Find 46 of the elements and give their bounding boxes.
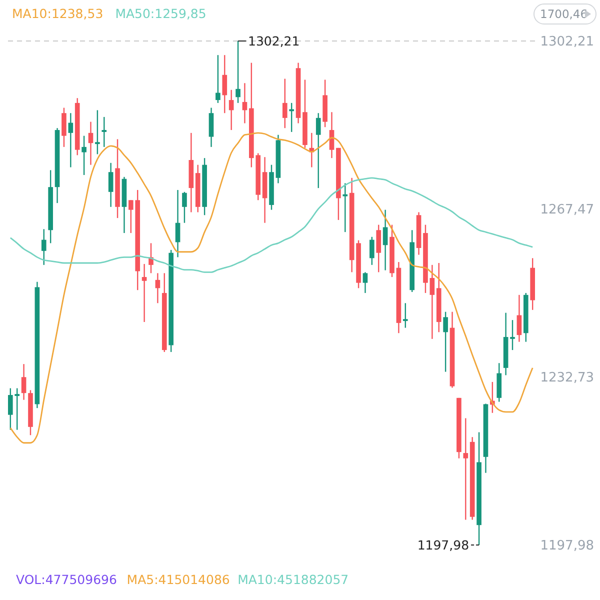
- candlestick: [108, 162, 114, 208]
- text: 1700,46: [540, 7, 588, 22]
- text: MA10:1238,53: [12, 6, 104, 21]
- candlestick: [242, 82, 248, 124]
- candlestick: [216, 54, 220, 104]
- y-tick-label: 1267,47: [540, 202, 594, 218]
- candlestick: [443, 311, 448, 372]
- candlestick: [182, 191, 187, 224]
- candlestick: [21, 363, 26, 400]
- candlestick: [510, 319, 515, 351]
- y-tick-label: 1232,73: [540, 370, 594, 386]
- y-tick-label: 1197,98: [540, 538, 594, 554]
- candlestick: [289, 102, 294, 133]
- candlestick: [516, 294, 522, 342]
- candlestick: [142, 263, 147, 323]
- y-tick-label: 1302,21: [540, 34, 594, 50]
- candlestick: [95, 110, 100, 155]
- candlestick: [362, 272, 368, 294]
- text: MA10:451882057: [238, 572, 349, 587]
- annotation: 1197,98: [417, 537, 470, 552]
- candlestick: [376, 224, 382, 273]
- candlestick: [316, 112, 321, 189]
- candlestick: [228, 89, 234, 131]
- candlestick: [236, 40, 240, 104]
- text: MA50:1259,85: [115, 6, 206, 21]
- candlestick: [222, 54, 228, 114]
- candlestick: [208, 107, 214, 148]
- candlestick: [82, 135, 86, 176]
- candlestick: [463, 418, 468, 520]
- candlestick: [88, 121, 94, 166]
- candlestick: [102, 116, 107, 148]
- candlestick: [41, 228, 46, 266]
- candlestick: [282, 78, 288, 129]
- candlestick: [175, 189, 180, 258]
- text: VOL:477509696: [16, 572, 117, 587]
- annotation: 1302,21: [248, 33, 300, 48]
- candlestick: [430, 264, 435, 340]
- candlestick: [62, 107, 66, 148]
- line-series: [10, 177, 534, 273]
- candlestick: [68, 112, 74, 168]
- candlestick: [342, 182, 348, 233]
- candlestick: [382, 209, 388, 271]
- candlestick: [155, 272, 160, 304]
- candlestick: [370, 236, 374, 266]
- text: MA5:415014086: [126, 572, 230, 587]
- candlestick: [402, 302, 408, 328]
